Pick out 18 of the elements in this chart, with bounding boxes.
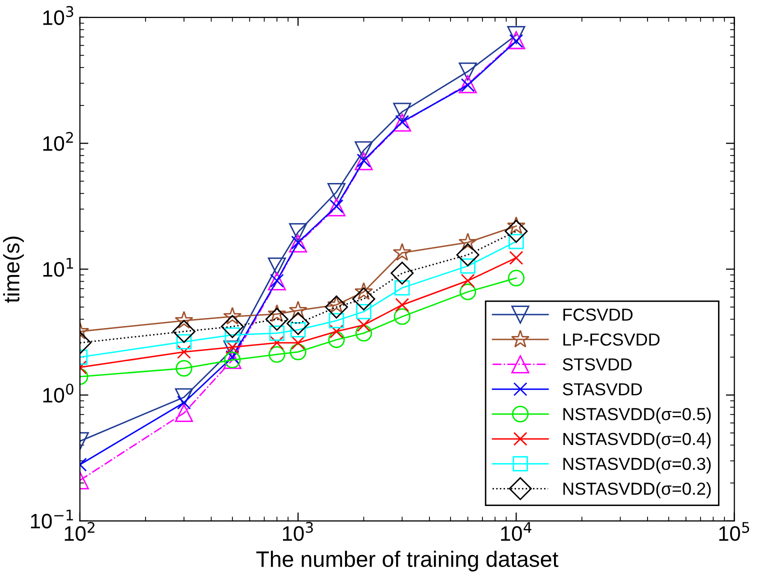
legend-label: NSTASVDD(σ=0.2) xyxy=(563,482,711,498)
x-tick-label: 10$^{4}$ xyxy=(501,522,532,541)
legend-label: STASVDD xyxy=(562,383,642,396)
legend-label: NSTASVDD(σ=0.5) xyxy=(563,408,711,424)
y-tick-label: 10$^{0}$ xyxy=(43,384,74,403)
legend-label: STSVDD xyxy=(562,358,632,371)
legend-label: LP-FCSVDD xyxy=(563,333,660,346)
legend-label: NSTASVDD(σ=0.4) xyxy=(563,432,711,449)
y-tick-label: 10$^{2}$ xyxy=(43,132,73,151)
legend-label: FCSVDD xyxy=(563,308,633,321)
x-tick-label: 10$^{5}$ xyxy=(719,522,750,541)
y-tick-label: 10$^{1}$ xyxy=(43,258,74,277)
x-tick-label: 10$^{2}$ xyxy=(64,522,94,541)
y-axis-title: time(s) xyxy=(3,236,24,303)
x-axis-title: The number of training dataset xyxy=(256,550,558,572)
x-tick-label: 10$^{3}$ xyxy=(282,522,313,541)
legend-label: NSTASVDD(σ=0.3) xyxy=(563,457,711,474)
y-tick-label: 10$^{3}$ xyxy=(43,6,74,26)
